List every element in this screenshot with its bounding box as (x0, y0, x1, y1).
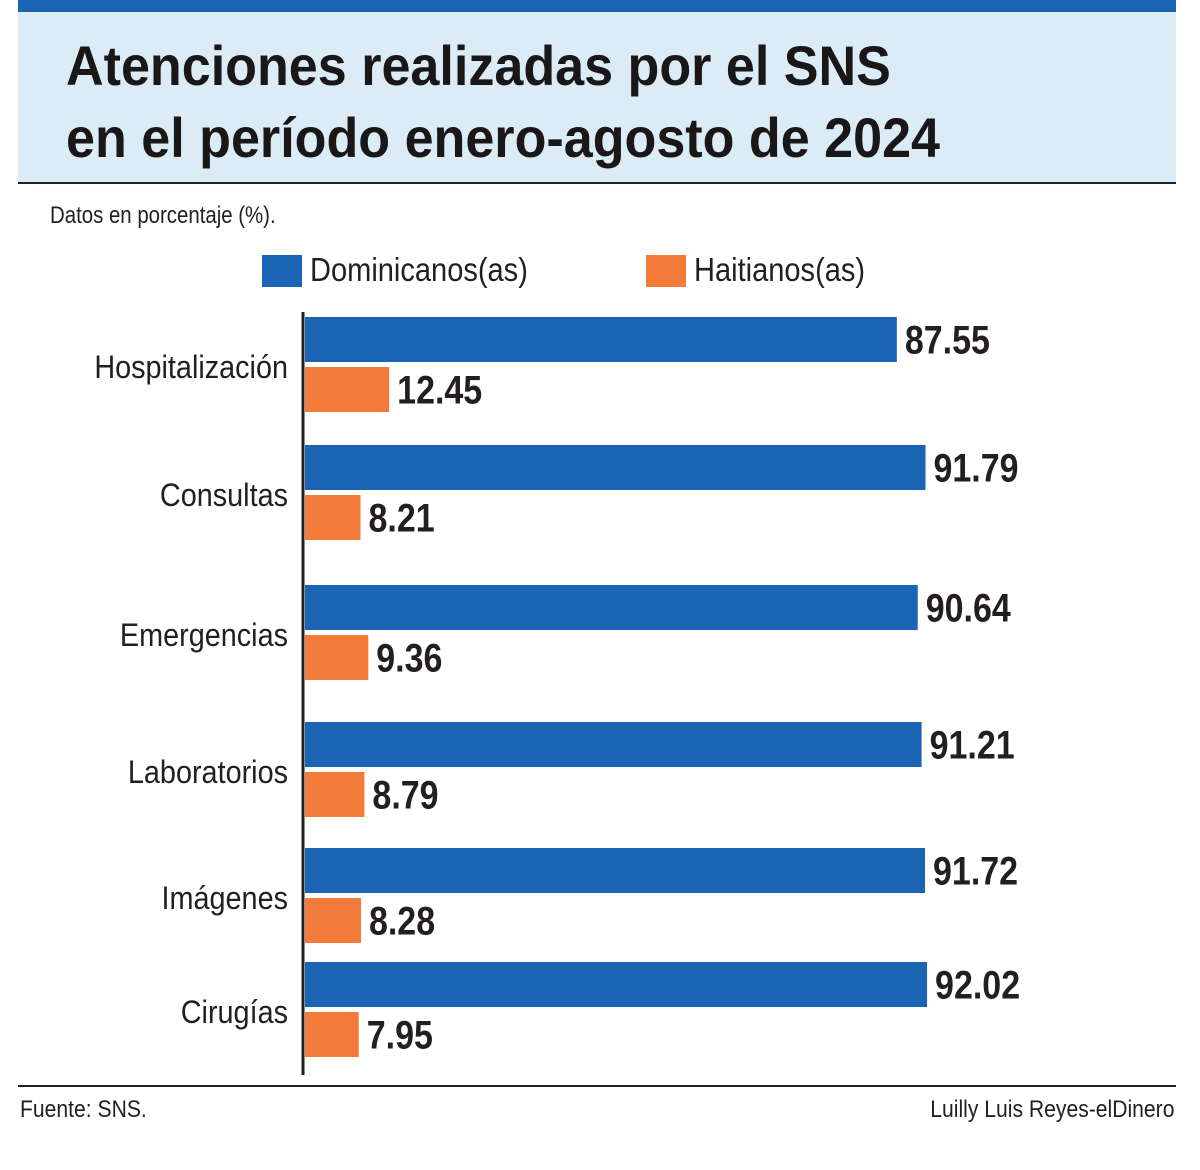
bar-consultas-haitianos (305, 495, 361, 540)
bar-consultas-dominicanos (305, 445, 926, 490)
value-label-imagenes-dominicanos: 91.72 (933, 848, 1018, 893)
title-line-2: en el período enero-agosto de 2024 (66, 106, 941, 169)
category-label-cirugias: Cirugías (181, 995, 288, 1031)
value-label-cirugias-dominicanos: 92.02 (935, 962, 1020, 1007)
author-credit: Luilly Luis Reyes-elDinero (929, 1096, 1174, 1123)
units-note: Datos en porcentaje (%). (50, 202, 276, 229)
category-label-hospitalizacion: Hospitalización (94, 350, 288, 386)
top-accent-bar (18, 0, 1176, 12)
bar-emergencias-haitianos (305, 635, 369, 680)
title-line-1: Atenciones realizadas por el SNS (66, 34, 891, 97)
chart-title: Atenciones realizadas por el SNS en el p… (66, 30, 940, 174)
source-note: Fuente: SNS. (20, 1096, 147, 1123)
value-label-consultas-dominicanos: 91.79 (934, 445, 1019, 490)
value-label-laboratorios-haitianos: 8.79 (372, 772, 438, 817)
category-label-consultas: Consultas (160, 478, 288, 514)
category-label-imagenes: Imágenes (162, 881, 288, 917)
bar-imagenes-dominicanos (305, 848, 926, 893)
value-label-laboratorios-dominicanos: 91.21 (930, 722, 1015, 767)
legend-swatch-dominicanos (262, 255, 302, 287)
category-label-emergencias: Emergencias (120, 618, 288, 654)
legend-swatch-haitianos (646, 255, 686, 287)
bar-laboratorios-dominicanos (305, 722, 922, 767)
value-label-consultas-haitianos: 8.21 (368, 495, 434, 540)
bar-cirugias-haitianos (305, 1012, 359, 1057)
bar-cirugias-dominicanos (305, 962, 928, 1007)
bar-hospitalizacion-haitianos (305, 367, 390, 412)
legend-label-dominicanos: Dominicanos(as) (310, 251, 528, 288)
value-label-imagenes-haitianos: 8.28 (369, 898, 435, 943)
bar-chart: Hospitalización 87.55 12.45 Consultas 91.79 8… (94, 312, 1020, 1075)
bar-emergencias-dominicanos (305, 585, 918, 630)
value-label-emergencias-dominicanos: 90.64 (926, 585, 1011, 630)
bar-hospitalizacion-dominicanos (305, 317, 897, 362)
bar-imagenes-haitianos (305, 898, 361, 943)
legend-label-haitianos: Haitianos(as) (694, 251, 866, 288)
value-label-hospitalizacion-haitianos: 12.45 (397, 367, 482, 412)
legend: Dominicanos(as) Haitianos(as) (0, 250, 1200, 290)
value-label-hospitalizacion-dominicanos: 87.55 (905, 317, 990, 362)
bar-laboratorios-haitianos (305, 772, 365, 817)
footer-divider (18, 1085, 1176, 1087)
header-panel: Atenciones realizadas por el SNS en el p… (18, 12, 1176, 184)
category-label-laboratorios: Laboratorios (128, 755, 288, 791)
value-label-cirugias-haitianos: 7.95 (367, 1012, 433, 1057)
value-label-emergencias-haitianos: 9.36 (376, 635, 442, 680)
